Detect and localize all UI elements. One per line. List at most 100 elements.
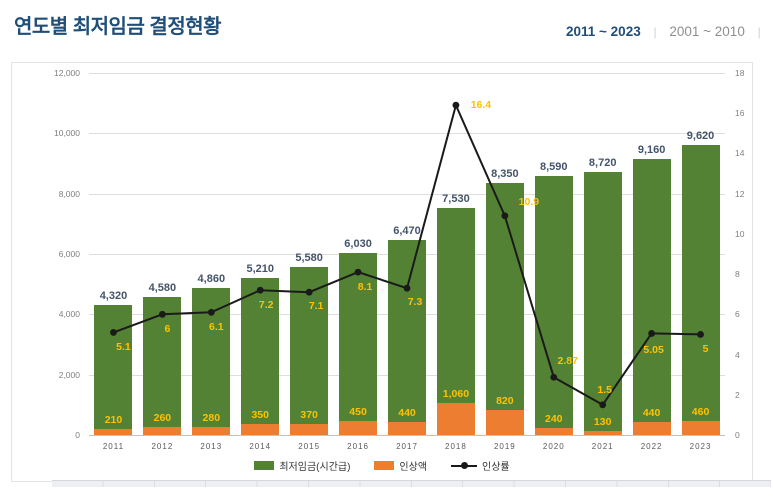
bar-wage-2019 (485, 183, 524, 435)
bar-wage-2020 (534, 175, 573, 435)
bar-wage-2021 (583, 171, 622, 435)
rate-value-label: 5 (702, 343, 709, 356)
bar-wage-2023 (681, 144, 720, 435)
y-axis-right-tick: 12 (735, 188, 745, 199)
x-axis-label-2016: 2016 (347, 442, 369, 451)
rate-value-label: 7.3 (407, 296, 423, 309)
y-axis-right-tick: 18 (735, 68, 745, 78)
wage-value-label: 9,160 (637, 143, 666, 156)
gridline (89, 133, 725, 135)
y-axis-right-tick: 6 (735, 309, 740, 320)
chart-legend: 최저임금(시간급) 인상액 인상률 (12, 458, 752, 473)
rate-line-series (110, 101, 704, 409)
increase-value-label: 1,060 (442, 388, 470, 401)
wage-value-label: 8,720 (588, 156, 617, 169)
increase-value-label: 820 (496, 395, 514, 408)
increase-value-label: 460 (691, 406, 710, 419)
wage-value-label: 9,620 (686, 129, 715, 142)
tab-2001-2010[interactable]: 2001 ~ 2010 (669, 24, 745, 39)
increase-swatch-icon (374, 461, 395, 470)
rate-value-label: 6.1 (208, 321, 224, 334)
x-axis-label-2012: 2012 (151, 442, 174, 451)
y-axis-left-tick: 10,000 (54, 128, 80, 139)
rate-value-label: 5.1 (116, 341, 131, 354)
y-axis-right-tick: 0 (735, 430, 740, 440)
bar-increase-2022 (632, 421, 671, 435)
rate-value-label: 10.9 (518, 195, 540, 208)
bar-increase-2013 (192, 426, 231, 435)
wage-value-label: 7,530 (442, 192, 470, 205)
x-axis-label-2017: 2017 (396, 442, 418, 451)
y-axis-right-tick: 16 (735, 108, 745, 119)
bar-increase-2021 (583, 431, 622, 435)
y-axis-right-tick: 2 (735, 389, 740, 400)
y-axis-left-tick: 8,000 (58, 188, 80, 199)
gridline (89, 435, 725, 436)
x-axis-label-2022: 2022 (640, 442, 663, 451)
gridline (89, 73, 725, 74)
wage-value-label: 8,350 (491, 168, 519, 181)
tab-separator: | (653, 25, 657, 39)
y-axis-left-tick: 6,000 (58, 249, 80, 259)
y-axis-right-tick: 14 (735, 148, 745, 159)
bar-increase-2015 (290, 423, 329, 435)
legend-item-wage: 최저임금(시간급) (254, 458, 350, 473)
bar-increase-2016 (339, 421, 378, 435)
table-cutoff-band (52, 480, 771, 487)
rate-line-marker-icon (451, 461, 478, 470)
x-axis-label-2015: 2015 (298, 442, 321, 451)
y-axis-left-tick: 0 (75, 430, 80, 440)
wage-value-label: 4,320 (99, 289, 128, 302)
y-axis-right-tick: 8 (735, 269, 740, 280)
wage-value-label: 6,470 (393, 224, 421, 237)
wage-value-label: 5,210 (246, 262, 274, 275)
rate-value-label: 7.1 (308, 300, 324, 313)
period-tabs: 2011 ~ 2023 | 2001 ~ 2010 | 1988 ~ 2000 (566, 24, 773, 39)
tab-2011-2023[interactable]: 2011 ~ 2023 (566, 24, 641, 39)
y-axis-left-tick: 4,000 (58, 309, 80, 320)
x-axis-label-2020: 2020 (542, 442, 565, 451)
bar-increase-2019 (485, 410, 524, 435)
wage-value-label: 8,590 (540, 160, 568, 173)
legend-label-wage: 최저임금(시간급) (279, 462, 351, 473)
wage-swatch-icon (254, 461, 275, 470)
bar-increase-2018 (436, 403, 475, 435)
y-axis-left-tick: 12,000 (54, 68, 80, 78)
rate-value-label: 7.2 (258, 299, 274, 312)
increase-value-label: 280 (202, 411, 221, 424)
increase-value-label: 440 (642, 406, 661, 419)
rate-value-label: 1.5 (597, 383, 612, 396)
x-axis-label-2018: 2018 (445, 442, 467, 451)
rate-value-label: 5.05 (643, 344, 664, 357)
rate-value-label: 8.1 (357, 281, 373, 294)
x-axis-label-2019: 2019 (493, 442, 516, 451)
wage-value-label: 4,580 (148, 281, 177, 294)
bar-wage-2018 (436, 207, 475, 435)
increase-value-label: 350 (251, 409, 269, 422)
bar-increase-2011 (94, 428, 133, 435)
rate-value-label: 2.87 (557, 355, 578, 368)
y-axis-right-tick: 4 (735, 349, 740, 360)
bar-increase-2017 (388, 421, 426, 435)
bar-increase-2023 (681, 421, 720, 435)
chart-panel: 12,000 10,000 8,000 6,000 4,000 2,000 0 18 16 14 1… (11, 62, 753, 482)
bar-increase-2014 (241, 424, 280, 435)
rate-value-label: 6 (164, 323, 171, 336)
wage-value-label: 5,580 (295, 251, 323, 264)
increase-value-label: 260 (153, 412, 172, 425)
increase-value-label: 130 (593, 416, 612, 429)
legend-label-rate: 인상률 (482, 462, 510, 473)
increase-value-label: 210 (104, 413, 123, 426)
chart-plot-area: 12,000 10,000 8,000 6,000 4,000 2,000 0 18 16 14 1… (12, 63, 752, 481)
wage-value-label: 4,860 (197, 273, 226, 286)
bar-increase-2012 (143, 427, 182, 435)
increase-value-label: 450 (349, 406, 367, 419)
x-axis-label-2011: 2011 (102, 442, 125, 451)
rate-value-label: 16.4 (470, 99, 492, 112)
increase-value-label: 440 (398, 406, 416, 419)
bar-wage-2017 (388, 239, 426, 435)
gridline (89, 193, 725, 195)
x-axis-label-2021: 2021 (591, 442, 614, 451)
bar-wage-2014 (241, 277, 280, 435)
y-axis-right-tick: 10 (735, 228, 745, 239)
